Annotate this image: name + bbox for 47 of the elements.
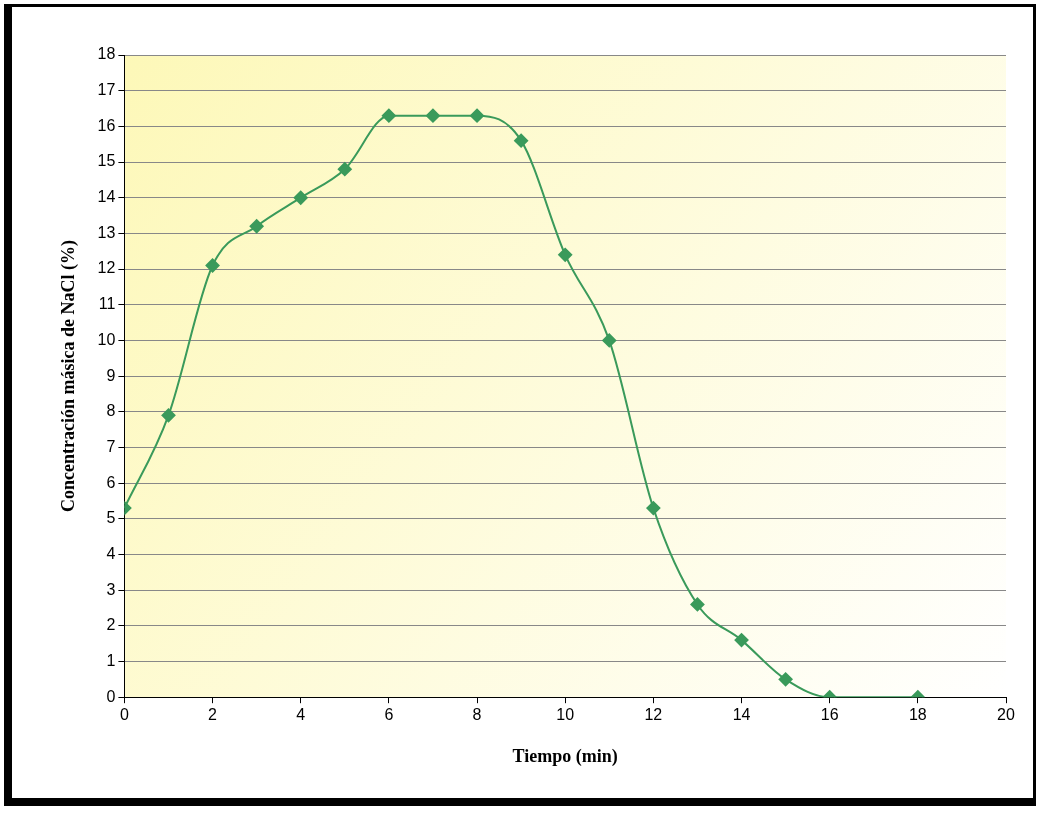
y-tick-label: 8 [106,402,116,420]
y-tick-label: 1 [106,651,116,669]
point [161,408,176,423]
y-tick-label: 3 [106,580,116,598]
point [514,133,529,148]
y-tick-label: 7 [106,437,116,455]
y-tick-label: 0 [106,687,116,705]
point [734,633,749,648]
y-tick-label: 6 [106,473,116,491]
point [381,108,396,123]
x-tick-label: 10 [556,706,575,724]
y-tick-label: 16 [97,116,116,134]
point [778,672,793,687]
point [470,108,485,123]
x-tick-label: 8 [472,706,482,724]
y-tick-label: 4 [106,544,116,562]
y-axis-title: Concentración másica de NaCl (%) [58,240,80,513]
y-tick-label: 12 [97,259,116,277]
x-tick-label: 2 [208,706,218,724]
y-tick-label: 5 [106,509,116,527]
y-tick-label: 15 [97,152,116,170]
point [337,162,352,177]
y-tick-label: 2 [106,616,116,634]
y-tick-label: 18 [97,45,116,63]
y-tick-label: 13 [97,223,116,241]
x-tick-label: 6 [384,706,394,724]
x-tick-label: 4 [296,706,306,724]
x-axis-title: Tiempo (min) [512,745,618,767]
y-tick-label: 14 [97,188,116,206]
y-tick-label: 11 [98,295,116,313]
x-tick-label: 20 [997,706,1015,724]
point [249,219,264,234]
y-tick-label: 17 [97,81,116,99]
x-tick-label: 14 [732,706,751,724]
x-tick-label: 16 [820,706,839,724]
x-tick-label: 12 [644,706,663,724]
y-tick-label: 9 [106,366,116,384]
point [425,108,440,123]
point [690,597,705,612]
y-tick-label: 10 [97,330,116,348]
point [558,247,573,262]
point [205,258,220,273]
point [646,501,661,516]
x-tick-label: 18 [908,706,927,724]
point [293,190,308,205]
point [602,333,617,348]
x-tick-label: 0 [119,706,129,724]
